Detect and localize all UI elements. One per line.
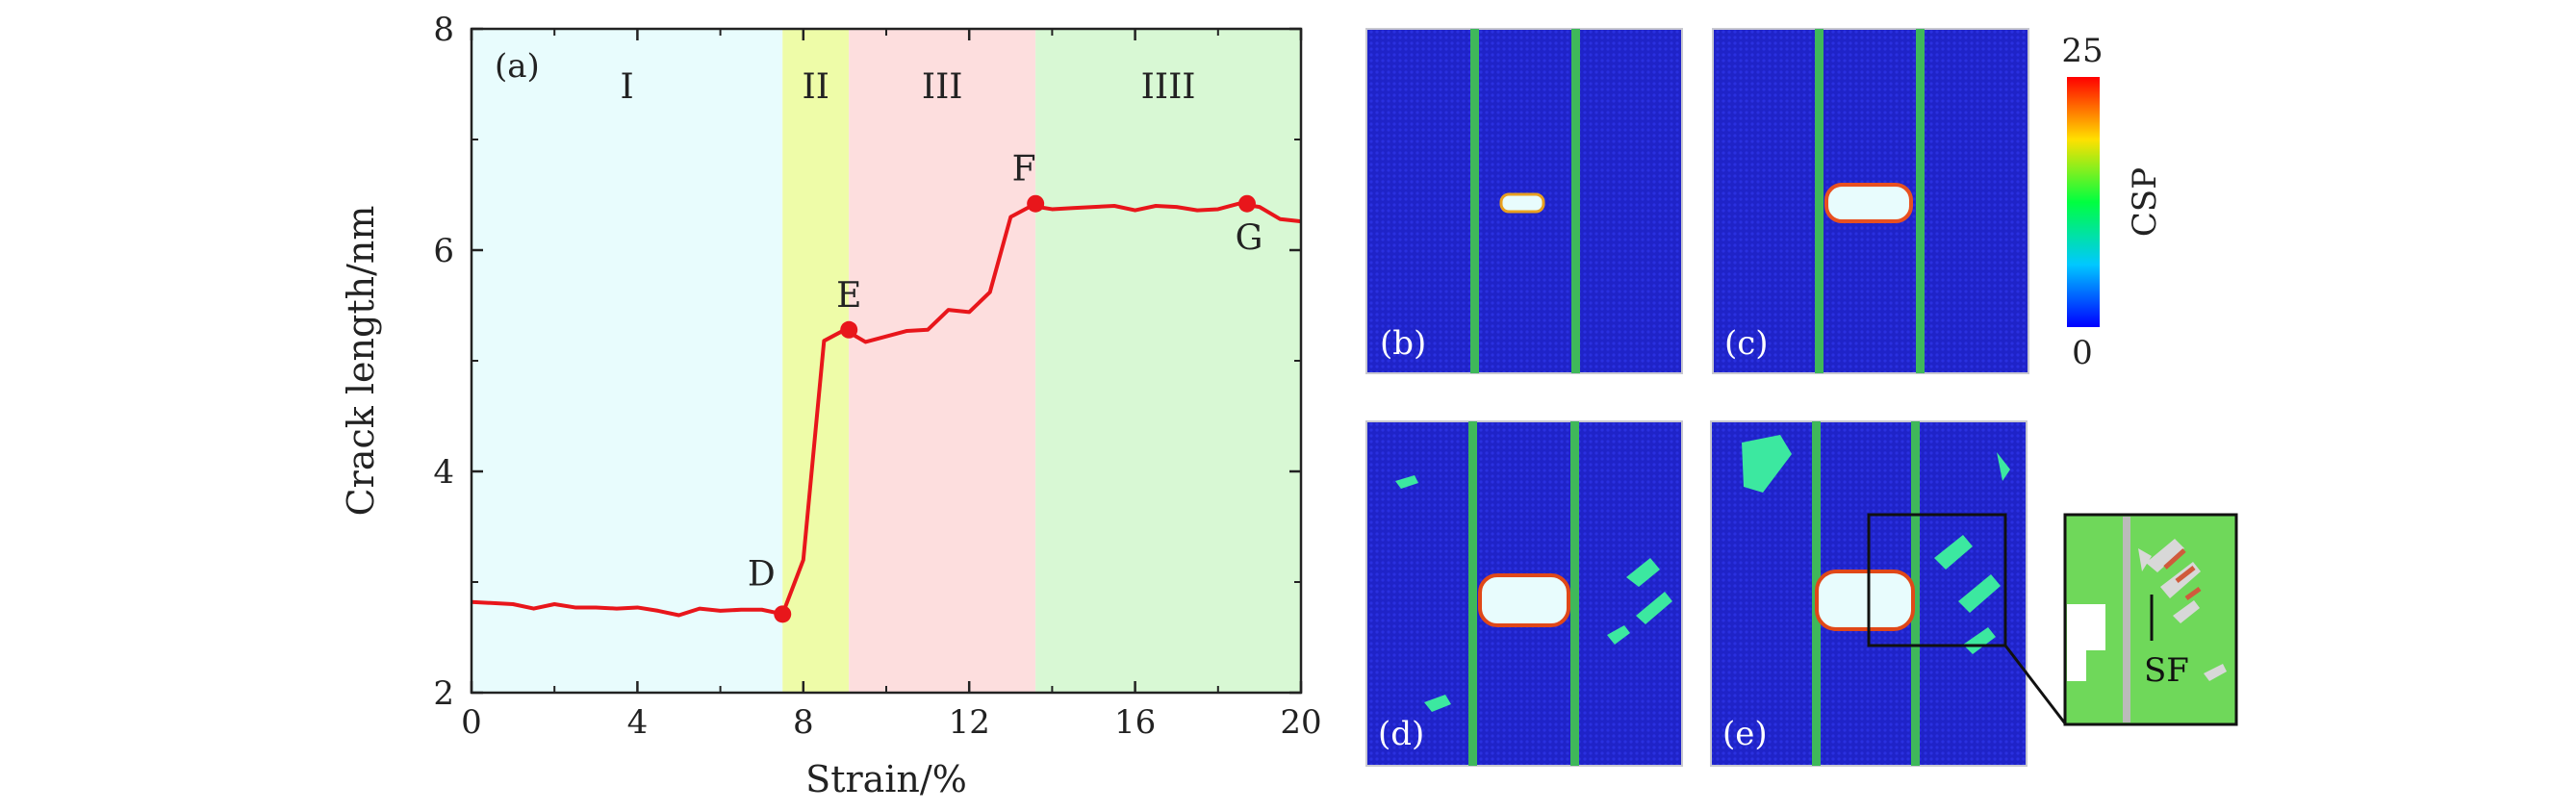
snapshot-label-e: (e) [1722, 715, 1768, 753]
series-line [471, 201, 1302, 618]
colorbar-max: 25 [2061, 32, 2103, 70]
region-labels: I II III IIII [621, 67, 1196, 107]
region-label-2: II [803, 67, 829, 107]
region-label-3: III [922, 67, 963, 107]
x-tick-label: 4 [627, 703, 649, 742]
point-label-e: E [836, 276, 861, 316]
colorbar-gradient [2067, 77, 2100, 327]
point-d [774, 605, 792, 623]
x-tick-label: 20 [1280, 703, 1321, 742]
x-tick-label: 16 [1114, 703, 1156, 742]
point-f [1027, 194, 1045, 213]
snapshot-label-b: (b) [1380, 324, 1426, 363]
y-tick-label: 6 [433, 232, 454, 270]
sf-label: SF [2144, 651, 2189, 690]
x-tick-label: 12 [949, 703, 990, 742]
y-tick-label: 4 [433, 453, 454, 492]
snapshot-d: (d) [1365, 420, 1683, 767]
zoom-inset: SF [2063, 513, 2238, 726]
csp-colorbar: 25 0 CSP [2061, 32, 2164, 372]
colorbar-title: CSP [2126, 167, 2164, 237]
strain-regions [472, 29, 1301, 693]
y-tick-label: 8 [433, 11, 454, 49]
x-tick-label: 8 [793, 703, 814, 742]
region-band-3 [849, 29, 1036, 693]
snapshot-b: (b) [1365, 28, 1683, 374]
region-label-4: IIII [1141, 67, 1196, 107]
point-e [840, 320, 858, 339]
point-label-g: G [1236, 219, 1263, 259]
x-axis-ticks: 0 4 8 12 16 20 [461, 29, 1322, 742]
panel-label-a: (a) [495, 47, 540, 86]
x-tick-label: 0 [461, 703, 482, 742]
snapshot-c: (c) [1712, 28, 2029, 374]
point-label-f: F [1012, 150, 1036, 190]
point-label-d: D [748, 554, 776, 594]
region-band-4 [1035, 29, 1301, 693]
snapshot-label-c: (c) [1724, 324, 1769, 363]
snapshot-e: (e) [1710, 420, 2067, 767]
colorbar-min: 0 [2072, 334, 2093, 372]
snapshot-label-d: (d) [1378, 715, 1424, 753]
y-axis-title: Crack length/nm [340, 206, 382, 517]
point-g [1237, 194, 1256, 213]
y-tick-label: 2 [433, 674, 454, 713]
x-axis-title: Strain/% [805, 758, 967, 800]
region-band-1 [472, 29, 783, 693]
zoom-box [1867, 513, 2007, 647]
region-label-1: I [621, 67, 634, 107]
y-axis-ticks: 2 4 6 8 [433, 11, 1301, 713]
marked-points: D E F G [748, 150, 1263, 623]
